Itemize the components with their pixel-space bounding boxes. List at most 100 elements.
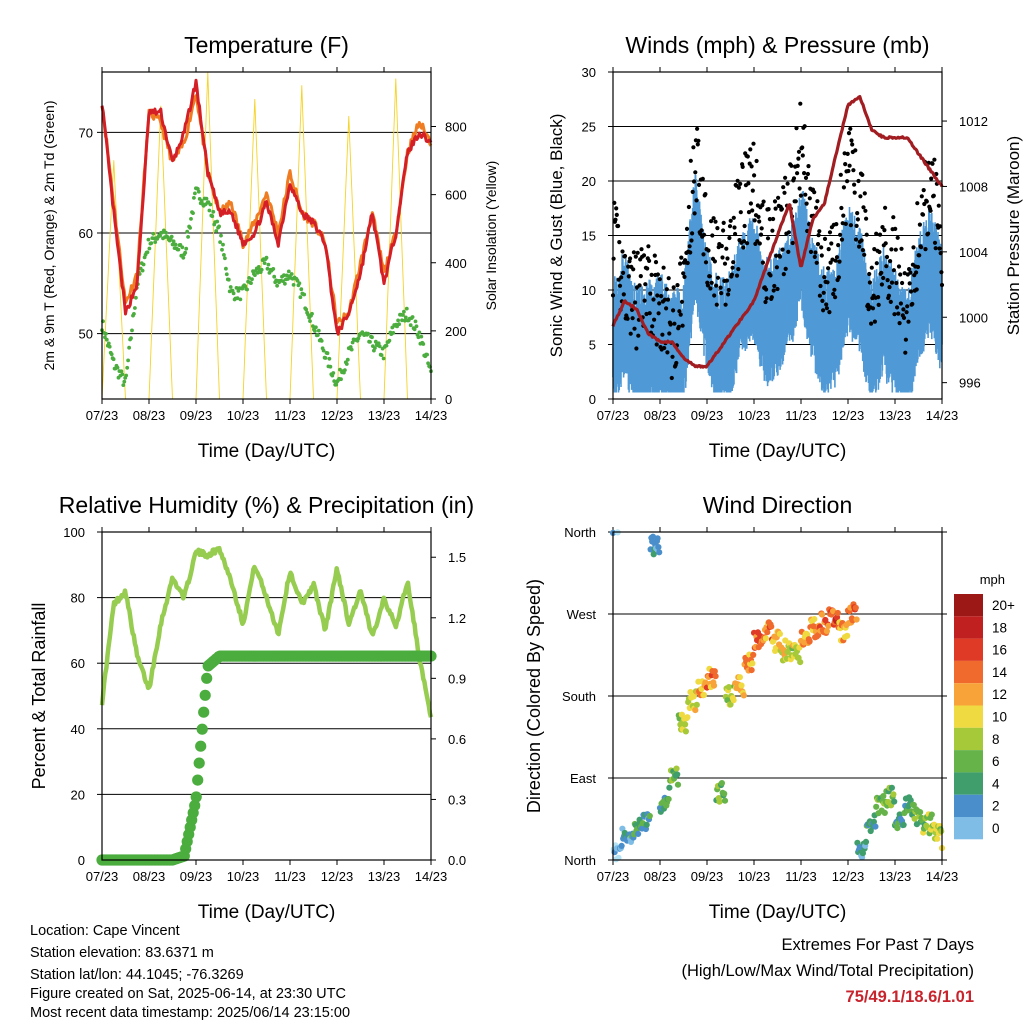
gust-point — [805, 171, 811, 177]
gust-point — [813, 250, 818, 255]
gust-point — [884, 254, 890, 260]
gust-point — [782, 190, 787, 195]
gust-point — [824, 306, 830, 311]
gust-point — [820, 298, 825, 303]
gust-point — [833, 295, 838, 300]
gust-point — [796, 149, 802, 154]
recent-text: Most recent data timestamp: 2025/06/14 2… — [30, 1005, 351, 1021]
humidity-ytick-label: 40 — [71, 722, 85, 737]
dewpoint-point — [127, 345, 131, 350]
temp-9m-line — [100, 94, 433, 325]
dewpoint-point — [295, 278, 300, 283]
direction-point — [811, 616, 818, 623]
gust-point — [660, 332, 665, 337]
direction-point — [823, 628, 831, 635]
wind-ytick-label: 10 — [582, 283, 596, 298]
dewpoint-point — [245, 287, 250, 292]
speed-legend-label: 10 — [992, 710, 1007, 725]
gust-point — [741, 245, 746, 250]
gust-point — [904, 310, 909, 315]
dewpoint-point — [134, 295, 138, 300]
gust-point — [709, 280, 714, 285]
gust-point — [793, 199, 798, 204]
dewpoint-point — [332, 379, 337, 383]
temperature-xtick-label: 10/23 — [227, 408, 260, 423]
direction-point — [776, 630, 784, 638]
gust-point — [908, 289, 914, 294]
speed-legend-label: 6 — [992, 754, 1000, 769]
direction-point — [894, 825, 901, 832]
gust-point — [714, 283, 719, 288]
dewpoint-point — [122, 379, 127, 384]
gust-point — [860, 172, 865, 177]
gust-point — [711, 216, 716, 221]
wind-ytick-label: 20 — [582, 174, 596, 189]
dewpoint-point — [396, 318, 400, 323]
gust-point — [715, 226, 720, 231]
gust-point — [674, 360, 679, 366]
gust-point — [745, 154, 750, 159]
dewpoint-point — [145, 250, 150, 255]
speed-legend-title: mph — [980, 572, 1005, 587]
direction-point — [870, 818, 878, 825]
gust-point — [907, 281, 912, 286]
gust-point — [880, 225, 885, 230]
gust-point — [768, 273, 773, 278]
gust-point — [817, 229, 822, 234]
gust-point — [846, 131, 852, 136]
gust-point — [682, 274, 687, 279]
gust-point — [772, 283, 777, 289]
dewpoint-point — [284, 273, 289, 278]
direction-point — [819, 611, 826, 618]
gust-point — [734, 273, 740, 278]
gust-point — [862, 191, 867, 196]
gust-point — [740, 164, 745, 169]
gust-point — [879, 270, 884, 275]
direction-title: Wind Direction — [703, 492, 853, 518]
gust-point — [720, 255, 725, 260]
dewpoint-point — [316, 328, 321, 333]
gust-point — [626, 274, 631, 279]
wind-xtick-label: 14/23 — [926, 408, 959, 423]
direction-point — [880, 793, 887, 800]
speed-legend-label: 14 — [992, 665, 1008, 680]
gust-point — [638, 274, 643, 279]
gust-point — [790, 240, 795, 246]
dewpoint-point — [339, 377, 343, 382]
dewpoint-point — [207, 208, 212, 213]
gust-point — [830, 257, 835, 262]
gust-point — [819, 253, 824, 258]
gust-point — [924, 199, 929, 204]
gust-point — [883, 241, 888, 246]
dewpoint-point — [387, 338, 392, 343]
temperature-xtick-label: 07/23 — [86, 408, 119, 423]
humidity-ytick-label: 80 — [71, 591, 85, 606]
gust-point — [814, 260, 819, 265]
gust-point — [688, 158, 693, 163]
direction-point — [934, 835, 941, 842]
direction-point — [762, 635, 769, 642]
gust-point — [652, 317, 657, 322]
dewpoint-point — [327, 356, 332, 361]
humidity-xtick-label: 10/23 — [227, 869, 260, 884]
direction-point — [684, 714, 691, 721]
direction-point — [655, 544, 662, 551]
direction-ytick-label: East — [570, 771, 596, 786]
gust-point — [846, 168, 851, 174]
wind-ytick-label: 30 — [582, 65, 596, 80]
gust-point — [668, 322, 673, 327]
dewpoint-point — [147, 246, 152, 251]
direction-point — [938, 828, 945, 835]
gust-point — [774, 253, 779, 258]
gust-point — [869, 265, 874, 270]
direction-point — [911, 815, 918, 822]
speed-legend-swatch — [954, 660, 983, 684]
dewpoint-point — [315, 333, 320, 337]
temperature-ylabel: 2m & 9m T (Red, Orange) & 2m Td (Green) — [41, 101, 57, 371]
dewpoint-point — [185, 229, 190, 234]
precipitation-point — [199, 689, 211, 701]
gust-point — [900, 280, 905, 286]
speed-legend-swatch — [954, 727, 983, 751]
direction-point — [900, 821, 907, 829]
gust-point — [895, 305, 900, 310]
